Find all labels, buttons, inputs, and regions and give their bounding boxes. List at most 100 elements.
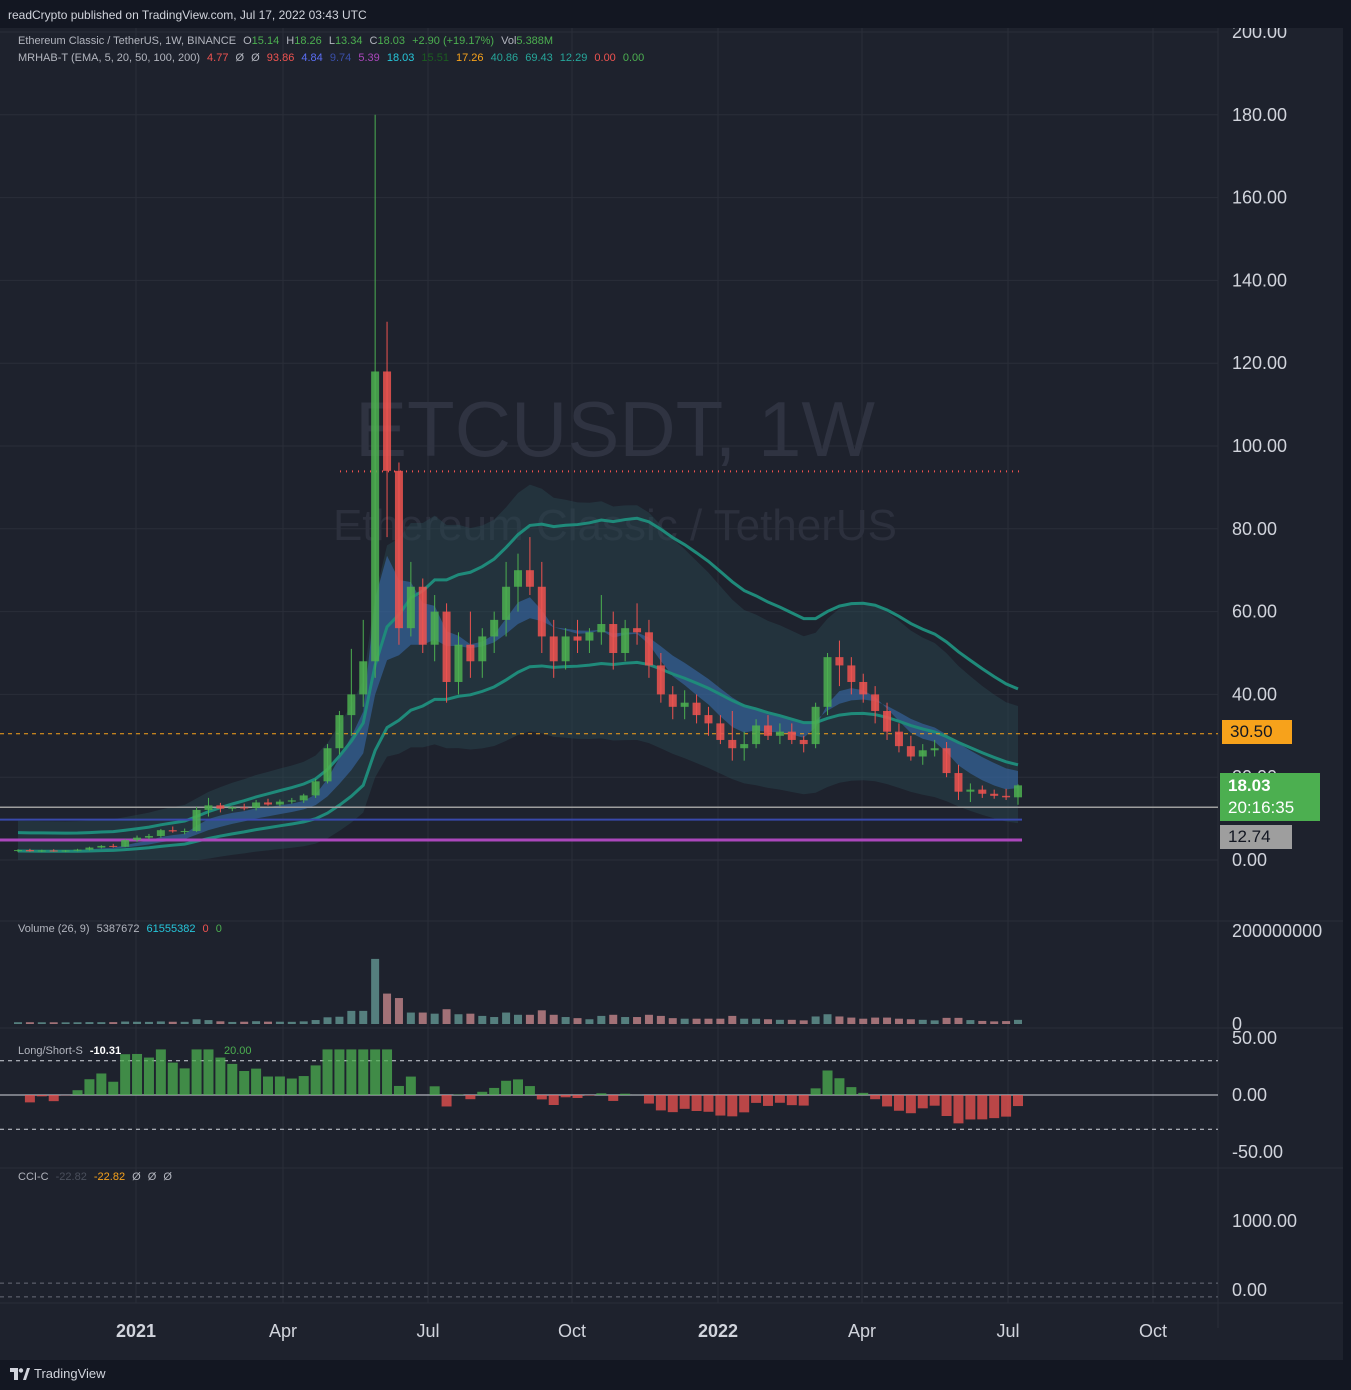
footer-bar: TradingView: [0, 1360, 1351, 1390]
volume-legend: Volume (26, 9) 5387672 61555382 0 0: [18, 923, 226, 935]
candle-body: [514, 570, 522, 587]
volume-bar: [847, 1017, 856, 1024]
legend-close: 18.03: [377, 35, 406, 47]
axis-background: [1218, 28, 1343, 1328]
candle-body: [180, 831, 189, 833]
candle-body: [561, 636, 570, 662]
volume-bar: [275, 1021, 284, 1024]
candle-body: [787, 731, 796, 740]
candle-body: [311, 781, 320, 796]
candle-body: [680, 702, 689, 707]
ls-histogram-bar: [548, 1095, 559, 1105]
plot-background: [0, 28, 1218, 1328]
mrhab-value: 40.86: [490, 52, 519, 64]
candle-body: [549, 636, 558, 662]
ls-histogram-bar: [322, 1049, 333, 1095]
ls-histogram-bar: [108, 1081, 119, 1095]
volume-bar: [240, 1021, 249, 1024]
volume-v1: 5387672: [96, 923, 140, 935]
legend-volume: 5.388M: [516, 35, 554, 47]
candle-body: [359, 661, 368, 695]
volume-bar: [371, 958, 380, 1024]
volume-bar: [335, 1016, 344, 1024]
candle-body: [287, 800, 296, 802]
cci-v5: Ø: [163, 1171, 172, 1183]
volume-bar: [109, 1022, 118, 1024]
ls-name: Long/Short-S: [18, 1045, 83, 1057]
volume-bar: [192, 1019, 201, 1024]
volume-bar: [561, 1017, 570, 1024]
volume-bar: [918, 1019, 927, 1024]
volume-bar: [264, 1021, 272, 1024]
ls-histogram-bar: [298, 1076, 309, 1095]
volume-v2: 61555382: [146, 923, 196, 935]
volume-bar: [490, 1017, 499, 1024]
candle-body: [25, 850, 34, 852]
chart-canvas[interactable]: ETCUSDT, 1W Ethereum Classic / TetherUS 20…: [0, 28, 1343, 1360]
price-tick-label: 180.00: [1232, 105, 1287, 125]
cci-legend: CCI-C -22.82 -22.82 Ø Ø Ø: [18, 1171, 176, 1183]
candle-body: [49, 850, 58, 852]
ls-histogram-bar: [703, 1095, 714, 1112]
chart-frame[interactable]: ETCUSDT, 1W Ethereum Classic / TetherUS 20…: [0, 28, 1343, 1360]
volume-bar: [787, 1019, 796, 1024]
candle-body: [394, 470, 403, 629]
volume-bar: [525, 1014, 534, 1024]
volume-bar: [537, 1010, 546, 1024]
volume-bar: [954, 1017, 963, 1024]
ls-histogram-bar: [84, 1079, 95, 1095]
candle-body: [668, 694, 677, 707]
ls-histogram-bar: [965, 1095, 976, 1120]
gray-level-badge: 12.74: [1220, 825, 1292, 849]
volume-bar: [383, 993, 392, 1024]
volume-bar: [37, 1022, 46, 1024]
ls-histogram-bar: [24, 1095, 35, 1103]
volume-name: Volume (26, 9): [18, 923, 90, 935]
time-tick-label: Oct: [558, 1321, 586, 1341]
price-tick-label: 40.00: [1232, 684, 1277, 704]
candle-body: [537, 586, 546, 637]
volume-bar: [775, 1019, 784, 1024]
candle-body: [692, 702, 701, 716]
volume-bar: [978, 1020, 987, 1024]
mrhab-value: 0.00: [594, 52, 616, 64]
volume-bar: [466, 1013, 475, 1024]
volume-bar: [514, 1014, 522, 1024]
candle-body: [37, 850, 46, 852]
candle-body: [252, 802, 261, 808]
legend-vol-label: Vol: [501, 35, 517, 47]
bar-countdown: 20:16:35: [1228, 798, 1295, 817]
ls-histogram-bar: [132, 1053, 143, 1095]
candle-body: [442, 611, 451, 682]
candle-body: [240, 807, 249, 809]
volume-bar: [454, 1014, 463, 1024]
candle-body: [811, 706, 820, 745]
ls-histogram-bar: [120, 1054, 131, 1095]
publisher-bar: readCrypto published on TradingView.com,…: [0, 0, 1351, 28]
time-tick-label: Jul: [416, 1321, 439, 1341]
tradingview-logo-icon: [10, 1367, 30, 1380]
candle-body: [502, 586, 511, 620]
candle-body: [942, 748, 951, 774]
ls-histogram-bar: [727, 1095, 738, 1117]
cci-v4: Ø: [147, 1171, 157, 1183]
cci-tick-label: 1000.00: [1232, 1211, 1297, 1231]
ls-histogram-bar: [751, 1095, 762, 1103]
candle-body: [144, 835, 153, 838]
candle-body: [871, 694, 880, 711]
volume-bar: [764, 1019, 772, 1024]
mrhab-value: 5.39: [358, 52, 380, 64]
volume-bar: [228, 1021, 237, 1024]
tradingview-logo[interactable]: TradingView: [10, 1366, 106, 1381]
ls-histogram-bar: [858, 1092, 869, 1095]
volume-bar: [585, 1019, 594, 1024]
volume-bar: [311, 1020, 320, 1024]
volume-bar: [680, 1018, 689, 1024]
volume-bar: [799, 1020, 808, 1024]
ls-histogram-bar: [96, 1073, 107, 1095]
candle-body: [799, 739, 808, 745]
mrhab-value: 12.29: [559, 52, 588, 64]
candle-body: [847, 665, 856, 682]
volume-bar: [144, 1021, 153, 1024]
volume-bar: [930, 1020, 939, 1024]
